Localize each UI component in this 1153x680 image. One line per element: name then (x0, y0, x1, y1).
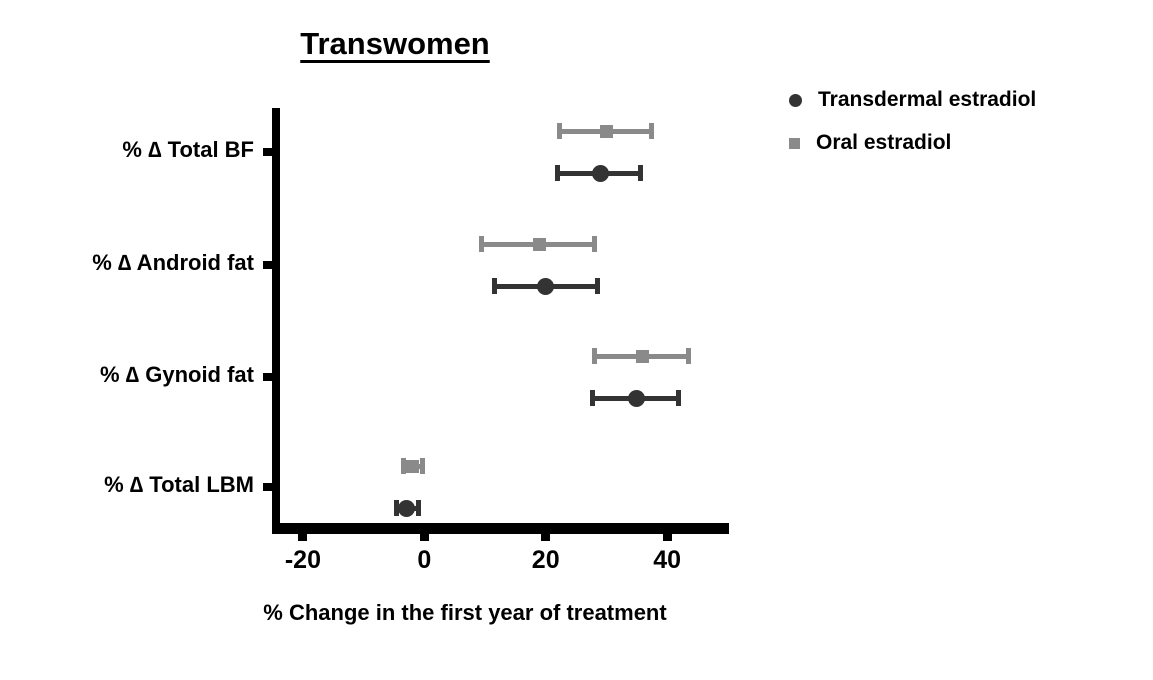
x-tick (298, 534, 308, 541)
error-bar-cap (637, 165, 643, 181)
y-tick (263, 373, 272, 381)
marker-square (599, 124, 613, 138)
x-tick-label: -20 (284, 546, 321, 574)
legend-label: Transdermal estradiol (818, 88, 1037, 111)
category-label: % ∆ Total BF (122, 137, 254, 162)
marker-circle (397, 499, 415, 517)
marker-square (636, 349, 650, 363)
error-bar-cap (479, 236, 485, 252)
legend-label: Oral estradiol (816, 131, 952, 154)
error-bar-cap (415, 500, 421, 516)
y-axis (272, 108, 280, 534)
error-bar-cap (594, 278, 600, 294)
error-bar-cap (491, 278, 497, 294)
category-label: % ∆ Total LBM (104, 472, 254, 497)
y-tick (263, 261, 272, 269)
marker-square (405, 459, 419, 473)
legend-item-transdermal-estradiol: Transdermal estradiol (789, 88, 1036, 112)
marker-square (533, 237, 547, 251)
error-bar-cap (556, 123, 562, 139)
category-label: % ∆ Android fat (92, 250, 254, 275)
error-bar-cap (420, 458, 425, 474)
marker-circle (537, 277, 555, 295)
x-axis (272, 523, 729, 534)
error-bar-cap (555, 165, 561, 181)
error-bar-cap (591, 236, 597, 252)
y-tick (263, 483, 272, 491)
category-label: % ∆ Gynoid fat (99, 362, 254, 387)
marker-circle (591, 164, 609, 182)
x-tick (419, 534, 429, 541)
y-tick (263, 148, 272, 156)
x-tick (662, 534, 672, 541)
legend: Transdermal estradiol Oral estradiol (789, 88, 1036, 174)
error-bar-cap (648, 123, 654, 139)
error-bar-cap (591, 348, 597, 364)
error-bar-cap (675, 390, 681, 406)
chart-title: Transwomen (300, 26, 490, 61)
x-tick-label: 20 (531, 546, 560, 574)
legend-item-oral-estradiol: Oral estradiol (789, 131, 1036, 155)
legend-square-marker-icon (789, 137, 800, 149)
marker-circle (628, 389, 646, 407)
x-tick-label: 0 (417, 546, 432, 574)
error-bar-cap (685, 348, 691, 364)
legend-circle-marker-icon (789, 93, 802, 107)
x-tick (541, 534, 551, 541)
error-bar-cap (393, 500, 399, 516)
error-bar-cap (589, 390, 595, 406)
error-bar-cap (400, 458, 406, 474)
x-tick-label: 40 (653, 546, 681, 574)
x-axis-label: % Change in the first year of treatment (263, 600, 667, 625)
